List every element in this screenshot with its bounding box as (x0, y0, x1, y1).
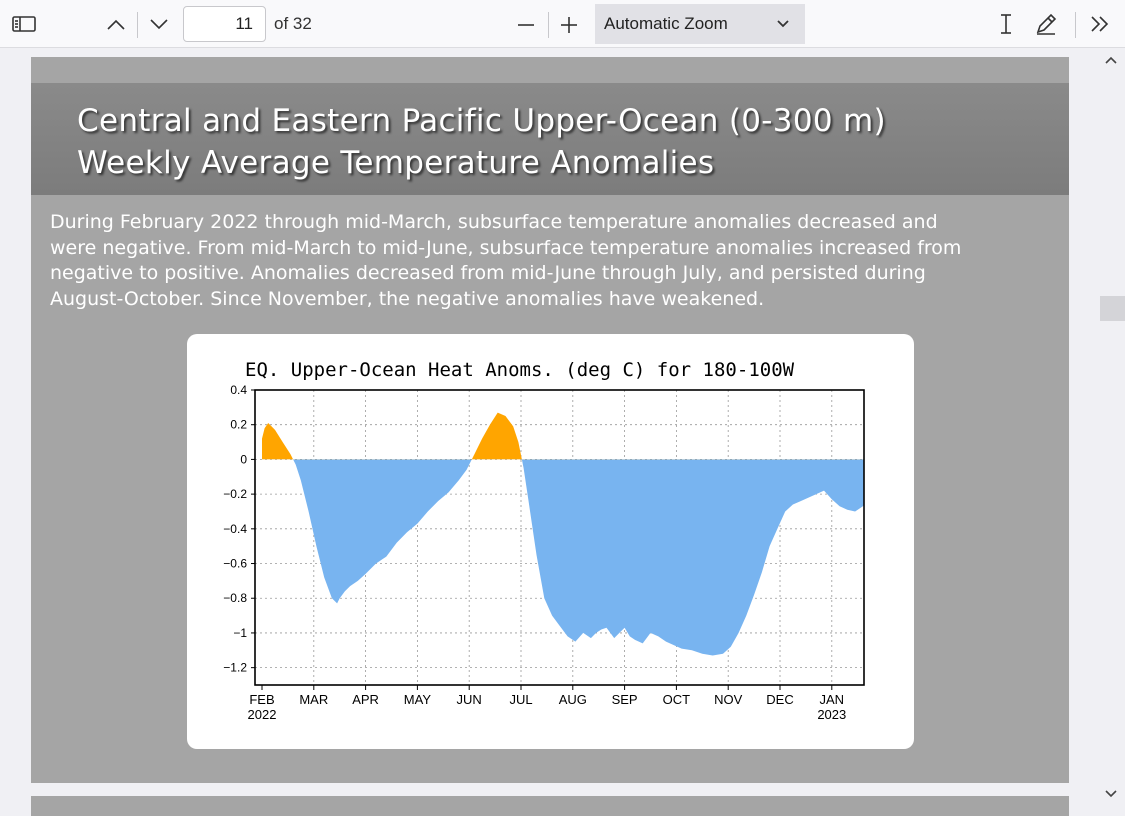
zoom-select[interactable]: Automatic Zoom (595, 4, 805, 44)
slide-title: Central and Eastern Pacific Upper-Ocean … (77, 100, 886, 184)
chevron-down-icon (150, 19, 168, 30)
body-line: August-October. Since November, the nega… (50, 287, 765, 310)
pen-icon (1036, 13, 1057, 35)
page-count-label: of 32 (274, 14, 312, 33)
double-chevron-right-icon (1091, 16, 1109, 32)
y-tick-label: 0 (240, 452, 247, 466)
pdf-next-page (31, 796, 1069, 816)
x-tick-label: SEP (612, 692, 638, 707)
zoom-in-button[interactable] (553, 8, 585, 40)
x-tick-label: MAR (299, 692, 328, 707)
pdf-toolbar: of 32 Automatic Zoom (0, 0, 1125, 48)
minus-icon (518, 24, 534, 26)
x-tick-label: JUN (457, 692, 482, 707)
y-tick-label: −1 (233, 626, 247, 640)
zoom-out-button[interactable] (510, 8, 542, 40)
x-tick-label: DEC (766, 692, 793, 707)
x-tick-label: AUG (559, 692, 587, 707)
x-tick-year-label: 2023 (817, 707, 846, 722)
page-number-input[interactable] (183, 6, 266, 42)
zoom-select-label: Automatic Zoom (604, 14, 728, 33)
plus-icon (561, 17, 577, 33)
toolbar-separator (548, 12, 549, 38)
slide-body-text: During February 2022 through mid-March, … (50, 210, 1060, 312)
text-select-tool-button[interactable] (990, 8, 1022, 40)
chevron-up-icon (107, 19, 125, 30)
chevron-down-icon (777, 20, 789, 28)
x-tick-label: APR (352, 692, 379, 707)
toolbar-separator (137, 12, 138, 38)
x-tick-label: NOV (714, 692, 743, 707)
y-tick-label: 0.2 (230, 418, 247, 432)
text-cursor-icon (1001, 14, 1011, 34)
y-tick-label: −0.8 (223, 591, 247, 605)
scrollbar-thumb[interactable] (1100, 296, 1125, 321)
more-tools-button[interactable] (1084, 8, 1116, 40)
next-page-button[interactable] (143, 8, 175, 40)
plot-frame (254, 389, 865, 686)
slide-title-line-2: Weekly Average Temperature Anomalies (77, 145, 715, 181)
previous-page-button[interactable] (100, 8, 132, 40)
x-tick-year-label: 2022 (248, 707, 277, 722)
chart-title: EQ. Upper-Ocean Heat Anoms. (deg C) for … (245, 359, 795, 381)
y-tick-label: −0.6 (223, 557, 247, 571)
y-tick-label: −0.2 (223, 487, 247, 501)
sidebar-toggle-icon (12, 16, 36, 32)
x-tick-label: MAY (404, 692, 432, 707)
x-tick-label: JUL (509, 692, 532, 707)
draw-tool-button[interactable] (1030, 8, 1062, 40)
x-tick-label: FEB (249, 692, 274, 707)
y-tick-label: −1.2 (223, 661, 247, 675)
body-line: negative to positive. Anomalies decrease… (50, 262, 926, 284)
scroll-down-arrow-icon[interactable] (1103, 788, 1119, 800)
positive-anomaly-area (262, 412, 522, 460)
slide-title-band (31, 83, 1069, 195)
x-tick-label: OCT (663, 692, 691, 707)
negative-anomaly-area (262, 459, 864, 656)
body-line: were negative. From mid-March to mid-Jun… (50, 236, 962, 259)
y-tick-label: 0.4 (230, 383, 247, 397)
x-tick-label: JAN (820, 692, 845, 707)
heat-anomaly-chart: EQ. Upper-Ocean Heat Anoms. (deg C) for … (223, 359, 865, 722)
toolbar-separator (1075, 12, 1076, 38)
sidebar-toggle-button[interactable] (8, 8, 40, 40)
scroll-up-arrow-icon[interactable] (1103, 54, 1119, 66)
vertical-scrollbar[interactable] (1097, 48, 1125, 808)
slide-title-line-1: Central and Eastern Pacific Upper-Ocean … (77, 103, 886, 139)
body-line: During February 2022 through mid-March, … (50, 211, 938, 233)
y-tick-label: −0.4 (223, 522, 247, 536)
